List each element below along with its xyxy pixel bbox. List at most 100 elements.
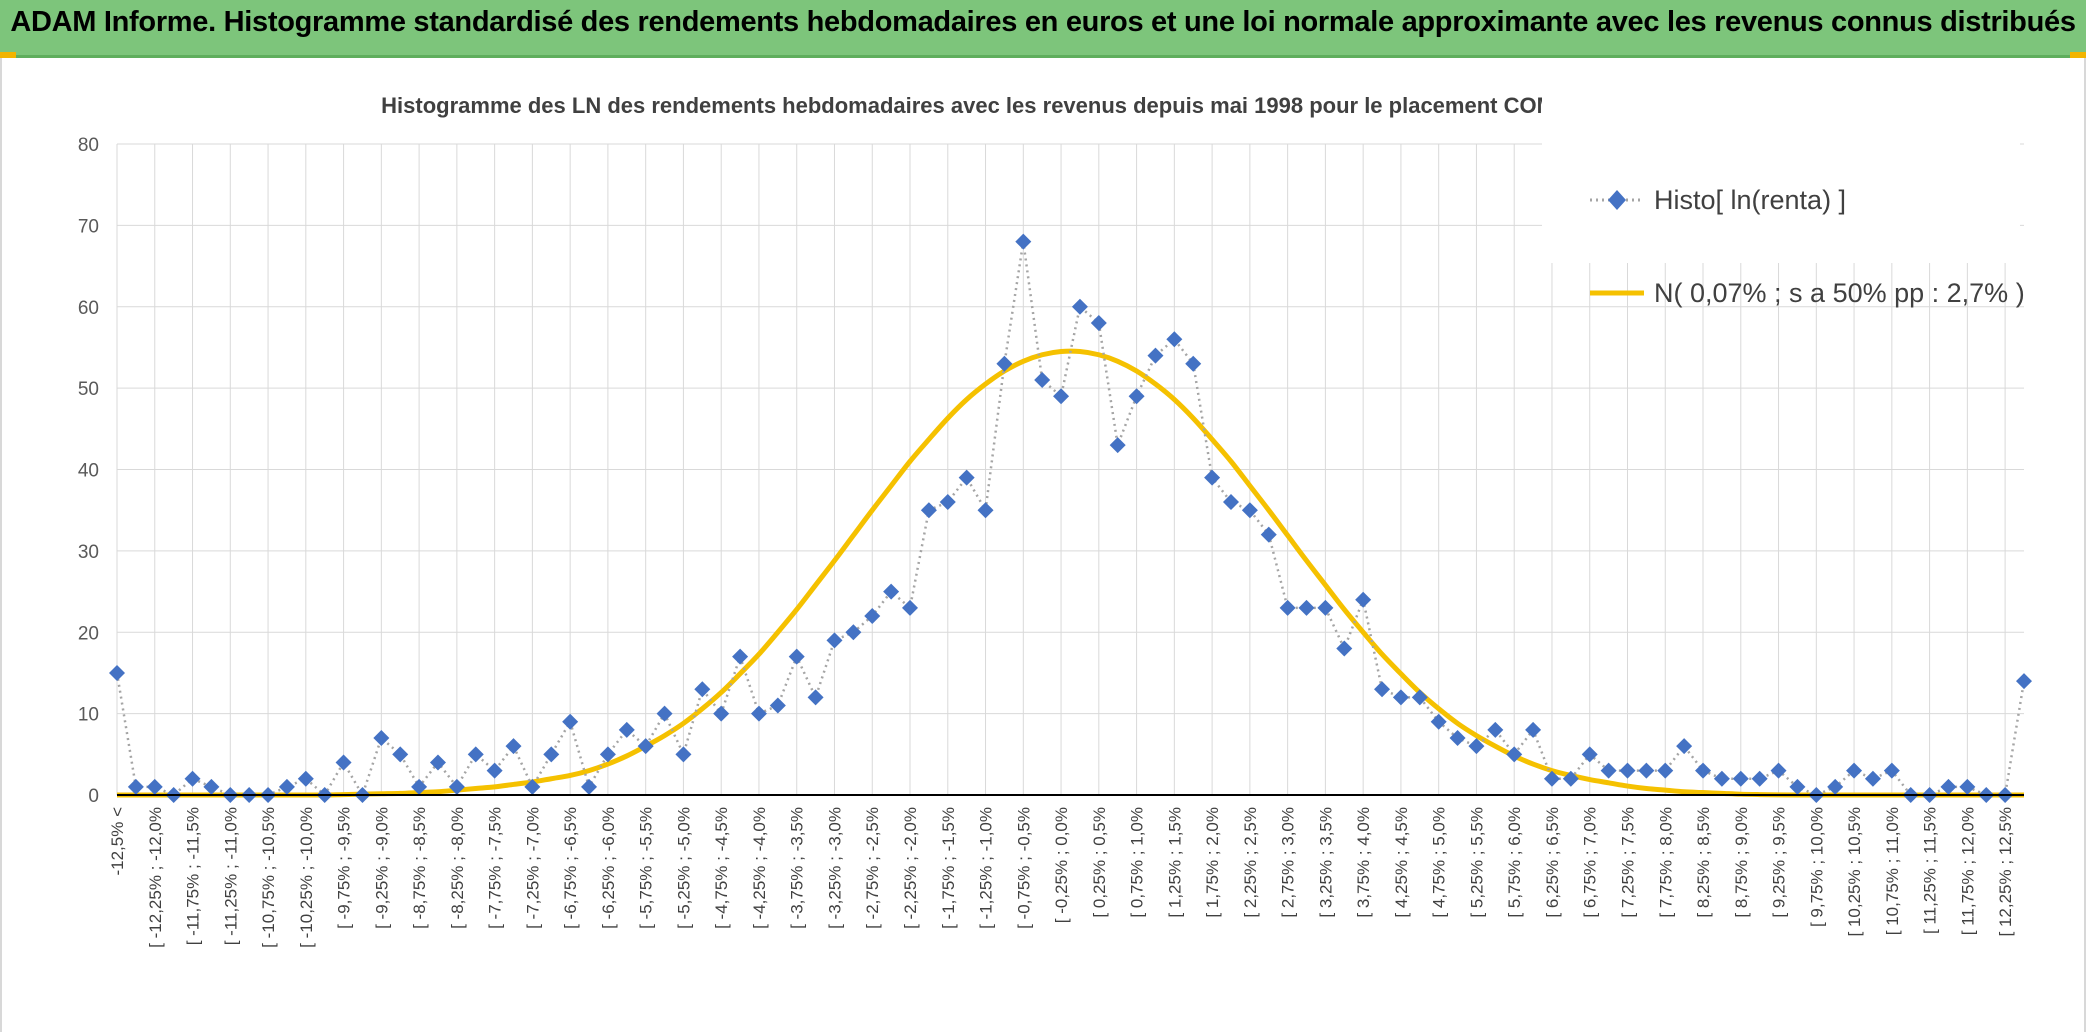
- x-tick-label: [ -5,25% ; -5,0%: [674, 807, 693, 929]
- histogram-point: [1581, 746, 1598, 763]
- histogram-point: [1487, 721, 1504, 738]
- histogram-point: [1827, 778, 1844, 795]
- y-tick-label: 10: [78, 705, 99, 726]
- histogram-point: [656, 705, 673, 722]
- corner-accent-top-left: [0, 52, 16, 58]
- histogram-point: [1298, 599, 1315, 616]
- histogram-point: [1260, 526, 1277, 543]
- histogram-point: [1392, 689, 1409, 706]
- x-tick-label: [ 7,75% ; 8,0%: [1656, 807, 1675, 918]
- histogram-point: [1506, 746, 1523, 763]
- x-tick-label: [ -1,25% ; -1,0%: [977, 807, 996, 929]
- histogram-point: [1940, 778, 1957, 795]
- histogram-point: [467, 746, 484, 763]
- histogram-point: [1770, 762, 1787, 779]
- histogram-point: [1109, 437, 1126, 454]
- histogram-point: [373, 730, 390, 747]
- normal-curve-line: [117, 348, 2024, 798]
- x-tick-label: [ -4,25% ; -4,0%: [750, 807, 769, 929]
- legend-histo-label: Histo[ ln(renta) ]: [1654, 185, 1846, 215]
- x-tick-label: [ 6,25% ; 6,5%: [1543, 807, 1562, 918]
- histogram-point: [1411, 689, 1428, 706]
- histogram-point: [524, 778, 541, 795]
- x-tick-label: [ -3,75% ; -3,5%: [788, 807, 807, 929]
- y-tick-label: 40: [78, 461, 99, 482]
- histogram-point: [1034, 371, 1051, 388]
- histogram-point: [1430, 713, 1447, 730]
- x-tick-label: [ -0,25% ; 0,0%: [1052, 807, 1071, 923]
- histogram-point: [1128, 388, 1145, 405]
- histogram-point: [1638, 762, 1655, 779]
- histogram-point: [1204, 469, 1221, 486]
- histogram-point: [1336, 640, 1353, 657]
- histogram-point: [1241, 502, 1258, 519]
- histogram-point: [392, 746, 409, 763]
- histogram-point: [1846, 762, 1863, 779]
- x-tick-label: [ -1,75% ; -1,5%: [939, 807, 958, 929]
- histogram-point: [637, 738, 654, 755]
- histogram-point: [769, 697, 786, 714]
- y-axis-ticks: 0 10 20 30 40 50 60 70 80: [78, 135, 99, 807]
- histogram-point: [1676, 738, 1693, 755]
- histogram-point: [958, 469, 975, 486]
- histogram-point: [713, 705, 730, 722]
- x-tick-label: [ -2,25% ; -2,0%: [901, 807, 920, 929]
- x-tick-label: [ -4,75% ; -4,5%: [712, 807, 731, 929]
- y-tick-label: 0: [88, 786, 99, 807]
- histogram-point: [1053, 388, 1070, 405]
- x-tick-label: [ 8,25% ; 8,5%: [1694, 807, 1713, 918]
- histogram-point: [448, 778, 465, 795]
- y-tick-label: 60: [78, 298, 99, 319]
- x-tick-label: [ 7,25% ; 7,5%: [1618, 807, 1637, 918]
- y-tick-label: 30: [78, 542, 99, 563]
- x-tick-label: [ 8,75% ; 9,0%: [1732, 807, 1751, 918]
- histogram-point: [1864, 770, 1881, 787]
- histogram-point: [127, 778, 144, 795]
- histogram-point: [826, 632, 843, 649]
- x-tick-label: [ 2,75% ; 3,0%: [1279, 807, 1298, 918]
- histogram-point: [562, 713, 579, 730]
- histogram-point: [1562, 770, 1579, 787]
- legend: Histo[ ln(renta) ] N( 0,07% ; s a 50% pp…: [1542, 88, 2025, 308]
- x-tick-label: [ 12,25% ; 12,5%: [1996, 807, 2015, 936]
- x-tick-label: [ 11,75% ; 12,0%: [1958, 807, 1977, 935]
- x-tick-label: [ 2,25% ; 2,5%: [1241, 807, 1260, 918]
- histogram-point: [1185, 355, 1202, 372]
- legend-background: [1542, 88, 2020, 263]
- x-tick-label: [ -11,25% ; -11,0%: [221, 807, 240, 945]
- x-tick-label: [ -6,25% ; -6,0%: [599, 807, 618, 929]
- x-tick-label: [ -8,75% ; -8,5%: [410, 807, 429, 929]
- x-tick-label: [ 9,25% ; 9,5%: [1770, 807, 1789, 918]
- x-tick-label: [ -3,25% ; -3,0%: [825, 807, 844, 929]
- histogram-point: [184, 770, 201, 787]
- histogram-point: [599, 746, 616, 763]
- y-tick-label: 80: [78, 135, 99, 156]
- x-tick-label: [ -7,75% ; -7,5%: [486, 807, 505, 929]
- histogram-point: [297, 770, 314, 787]
- histogram-point: [1449, 730, 1466, 747]
- legend-normal-label: N( 0,07% ; s a 50% pp : 2,7% ): [1654, 278, 2025, 308]
- x-tick-label: [ -12,25% ; -12,0%: [146, 807, 165, 948]
- histogram-point: [1525, 721, 1542, 738]
- histogram-point: [1355, 591, 1372, 608]
- histogram-point: [109, 664, 125, 681]
- x-tick-label: [ 6,75% ; 7,0%: [1581, 807, 1600, 918]
- report-banner: ADAM Informe. Histogramme standardisé de…: [0, 0, 2086, 58]
- x-tick-label: [ 3,25% ; 3,5%: [1316, 807, 1335, 918]
- histogram-point: [788, 648, 805, 665]
- histogram-point: [1090, 315, 1107, 332]
- x-tick-label: [ 1,75% ; 2,0%: [1203, 807, 1222, 918]
- x-tick-label: [ -10,25% ; -10,0%: [297, 807, 316, 948]
- histogram-point: [1468, 738, 1485, 755]
- histogram-point: [278, 778, 295, 795]
- x-tick-label: [ -9,75% ; -9,5%: [335, 807, 354, 929]
- x-tick-label: [ 5,25% ; 5,5%: [1467, 807, 1486, 918]
- histogram-point: [1279, 599, 1296, 616]
- histogram-point: [1222, 494, 1239, 511]
- histogram-point: [146, 778, 163, 795]
- x-tick-label: [ 1,25% ; 1,5%: [1165, 807, 1184, 918]
- x-tick-label: [ 0,75% ; 1,0%: [1128, 807, 1147, 918]
- y-tick-label: 20: [78, 623, 99, 644]
- histogram-point: [996, 355, 1013, 372]
- histogram-chart: 0 10 20 30 40 50 60 70 80 -12,5% < [ -12,25% ; -1…: [78, 88, 2032, 948]
